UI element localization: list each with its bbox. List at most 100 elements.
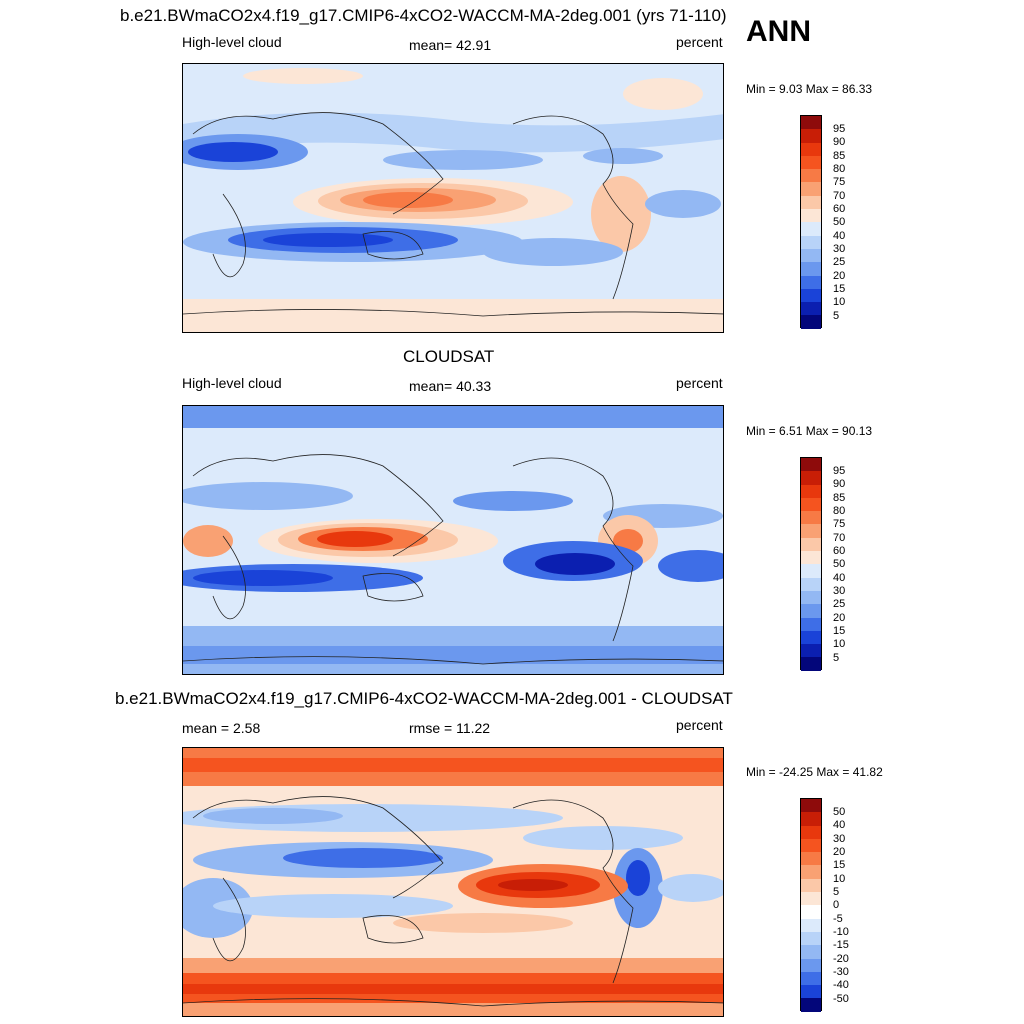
panel-1-minmax: Min = 9.03 Max = 86.33 bbox=[746, 82, 873, 96]
panel-1-colorbar-label: 80 bbox=[833, 163, 846, 175]
panel-2-mean: mean= 40.33 bbox=[409, 378, 492, 394]
panel-1-colorbar-label: 70 bbox=[833, 190, 846, 202]
panel-2-colorbar-swatch bbox=[801, 497, 821, 512]
panel-1-colorbar-swatch bbox=[801, 235, 821, 249]
panel-1-colorbar-swatch bbox=[801, 288, 821, 303]
panel-2-colorbar-label: 10 bbox=[833, 638, 846, 650]
panel-2-colorbar-swatch bbox=[801, 617, 821, 631]
panel-3-colorbar-label: -10 bbox=[833, 926, 849, 938]
panel-3-colorbar-label: -20 bbox=[833, 953, 849, 965]
panel-3-colorbar-swatch bbox=[801, 878, 821, 893]
panel-2-colorbar-swatch bbox=[801, 590, 821, 605]
panel-1-colorbar-label: 30 bbox=[833, 243, 846, 255]
panel-2-units: percent bbox=[676, 375, 723, 391]
panel-2-colorbar-label: 20 bbox=[833, 612, 846, 624]
panel-3-colorbar-swatch bbox=[801, 812, 821, 826]
panel-2-map bbox=[182, 405, 724, 675]
panel-3-colorbar-swatch bbox=[801, 998, 821, 1012]
panel-2-colorbar-swatch bbox=[801, 524, 821, 538]
panel-1-colorbar-label: 15 bbox=[833, 283, 846, 295]
panel-3-colorbar-swatch bbox=[801, 958, 821, 972]
panel-3-rmse: rmse = 11.22 bbox=[409, 720, 491, 736]
panel-1-colorbar-swatch bbox=[801, 302, 821, 316]
panel-3-colorbar-label: 20 bbox=[833, 846, 846, 858]
panel-2-colorbar-swatch bbox=[801, 511, 821, 525]
panel-1-units: percent bbox=[676, 34, 723, 50]
panel-3-colorbar-label: 50 bbox=[833, 806, 846, 818]
panel-1-colorbar-swatch bbox=[801, 222, 821, 236]
panel-2-colorbar-label: 95 bbox=[833, 465, 846, 477]
panel-3-colorbar-label: -5 bbox=[833, 913, 843, 925]
panel-2-colorbar-label: 75 bbox=[833, 518, 846, 530]
panel-3-colorbar-label: -40 bbox=[833, 979, 849, 991]
panel-1-title: b.e21.BWmaCO2x4.f19_g17.CMIP6-4xCO2-WACC… bbox=[120, 6, 727, 25]
panel-1-colorbar-label: 40 bbox=[833, 230, 846, 242]
panel-3-mean: mean = 2.58 bbox=[182, 720, 261, 736]
panel-1-colorbar bbox=[800, 115, 822, 329]
panel-1-colorbar-swatch bbox=[801, 182, 821, 196]
panel-1-colorbar-label: 95 bbox=[833, 123, 846, 135]
panel-1-colorbar-label: 5 bbox=[833, 310, 840, 322]
panel-1-colorbar-swatch bbox=[801, 142, 821, 156]
panel-2-colorbar-label: 70 bbox=[833, 532, 846, 544]
panel-2-colorbar-label: 15 bbox=[833, 625, 846, 637]
panel-3-colorbar-label: -15 bbox=[833, 939, 849, 951]
panel-2-colorbar-swatch bbox=[801, 458, 821, 472]
panel-1-colorbar-label: 10 bbox=[833, 296, 846, 308]
panel-3-colorbar-label: -50 bbox=[833, 993, 849, 1005]
panel-1-map bbox=[182, 63, 724, 333]
panel-1-mean: mean= 42.91 bbox=[409, 37, 492, 53]
panel-3-colorbar-label: 40 bbox=[833, 819, 846, 831]
panel-3-colorbar-swatch bbox=[801, 865, 821, 879]
panel-3-colorbar-swatch bbox=[801, 931, 821, 946]
panel-2-colorbar-swatch bbox=[801, 604, 821, 618]
panel-3-colorbar-label: 10 bbox=[833, 873, 846, 885]
panel-2-minmax: Min = 6.51 Max = 90.13 bbox=[746, 424, 873, 438]
panel-2-colorbar-label: 40 bbox=[833, 572, 846, 584]
panel-3-title: b.e21.BWmaCO2x4.f19_g17.CMIP6-4xCO2-WACC… bbox=[115, 689, 733, 708]
panel-1-colorbar-label: 50 bbox=[833, 216, 846, 228]
panel-2-colorbar-swatch bbox=[801, 630, 821, 645]
panel-1-colorbar-label: 20 bbox=[833, 270, 846, 282]
panel-2-colorbar-swatch bbox=[801, 577, 821, 591]
panel-1-colorbar-label: 25 bbox=[833, 256, 846, 268]
panel-1-colorbar-swatch bbox=[801, 129, 821, 143]
panel-1-colorbar-swatch bbox=[801, 275, 821, 289]
panel-3-colorbar-swatch bbox=[801, 799, 821, 813]
panel-3-colorbar-swatch bbox=[801, 892, 821, 906]
panel-3-colorbar-label: 15 bbox=[833, 859, 846, 871]
panel-1-variable-label: High-level cloud bbox=[182, 34, 282, 50]
panel-3-units: percent bbox=[676, 717, 723, 733]
panel-2-colorbar-label: 80 bbox=[833, 505, 846, 517]
panel-3-map bbox=[182, 747, 724, 1017]
panel-3-colorbar-label: 0 bbox=[833, 899, 840, 911]
panel-3-colorbar-swatch bbox=[801, 905, 821, 919]
panel-1-colorbar-swatch bbox=[801, 315, 821, 329]
panel-3-colorbar-swatch bbox=[801, 985, 821, 999]
panel-2-colorbar-label: 30 bbox=[833, 585, 846, 597]
panel-3-colorbar bbox=[800, 798, 822, 1012]
panel-1-colorbar-label: 90 bbox=[833, 136, 846, 148]
panel-1-colorbar-swatch bbox=[801, 209, 821, 223]
panel-2-colorbar-swatch bbox=[801, 471, 821, 485]
panel-3-colorbar-swatch bbox=[801, 918, 821, 932]
panel-3-colorbar-label: -30 bbox=[833, 966, 849, 978]
panel-3-colorbar-label: 5 bbox=[833, 886, 840, 898]
panel-3-colorbar-swatch bbox=[801, 945, 821, 959]
panel-2-variable-label: High-level cloud bbox=[182, 375, 282, 391]
panel-2-colorbar-swatch bbox=[801, 537, 821, 552]
panel-1-colorbar-swatch bbox=[801, 169, 821, 183]
panel-2-colorbar-swatch bbox=[801, 644, 821, 658]
panel-2-colorbar-swatch bbox=[801, 484, 821, 498]
panel-3-colorbar-swatch bbox=[801, 852, 821, 866]
panel-2-colorbar-label: 50 bbox=[833, 558, 846, 570]
panel-2-title: CLOUDSAT bbox=[403, 347, 495, 366]
panel-2-colorbar-label: 90 bbox=[833, 478, 846, 490]
panel-1-colorbar-swatch bbox=[801, 116, 821, 130]
panel-3-colorbar-swatch bbox=[801, 838, 821, 853]
panel-1-colorbar-swatch bbox=[801, 262, 821, 276]
panel-2-colorbar-label: 5 bbox=[833, 652, 840, 664]
panel-1-colorbar-label: 85 bbox=[833, 150, 846, 162]
panel-1-colorbar-label: 75 bbox=[833, 176, 846, 188]
panel-2-colorbar bbox=[800, 457, 822, 671]
